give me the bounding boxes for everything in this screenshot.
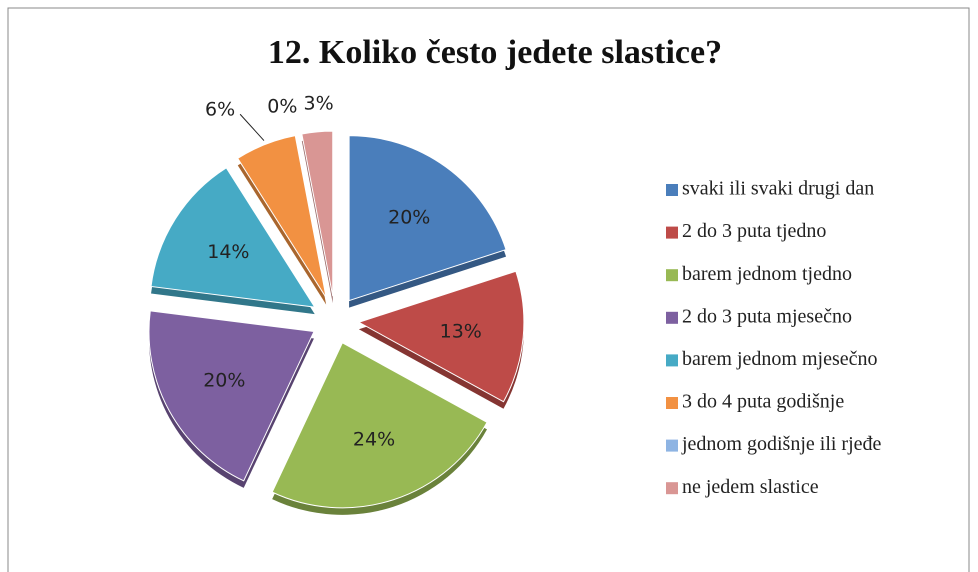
- slice: [357, 270, 525, 403]
- slice: [150, 167, 316, 308]
- chart-title: 12. Koliko često jedete slastice?: [268, 34, 722, 71]
- legend-swatch: [666, 226, 678, 239]
- legend-label: svaki ili svaki drugi dan: [682, 178, 874, 200]
- slice: [299, 134, 331, 297]
- legend-swatch: [666, 397, 678, 409]
- data-label: 20%: [203, 369, 245, 391]
- data-label: 24%: [353, 429, 395, 451]
- legend-swatch: [666, 354, 678, 367]
- legend-label: ne jedem slastice: [682, 476, 819, 498]
- legend-label: barem jednom tjedno: [682, 263, 852, 285]
- data-label: 14%: [207, 241, 249, 263]
- leader-line: [239, 113, 265, 141]
- data-label: 3%: [304, 92, 334, 114]
- legend-label: barem jednom mjesečno: [682, 348, 878, 370]
- slice: [148, 310, 315, 482]
- legend-label: 2 do 3 puta mjesečno: [682, 305, 852, 327]
- slice: [237, 135, 327, 298]
- slice: [301, 130, 334, 297]
- legend-label: 3 do 4 puta godišnje: [682, 391, 844, 413]
- legend-label: jednom godišnje ili rjeđe: [681, 433, 882, 455]
- slice: [348, 135, 507, 302]
- slice: [271, 342, 488, 509]
- legend-swatch: [666, 269, 678, 282]
- legend-swatch: [666, 439, 678, 452]
- legend-swatch: [666, 311, 678, 324]
- data-label: 13%: [440, 320, 482, 342]
- data-label: 6%: [205, 99, 235, 121]
- legend-swatch: [666, 184, 678, 196]
- data-label: 20%: [388, 206, 430, 228]
- legend-swatch: [666, 482, 678, 495]
- data-label: 0%: [267, 95, 297, 117]
- legend-label: 2 do 3 puta tjedno: [682, 220, 826, 242]
